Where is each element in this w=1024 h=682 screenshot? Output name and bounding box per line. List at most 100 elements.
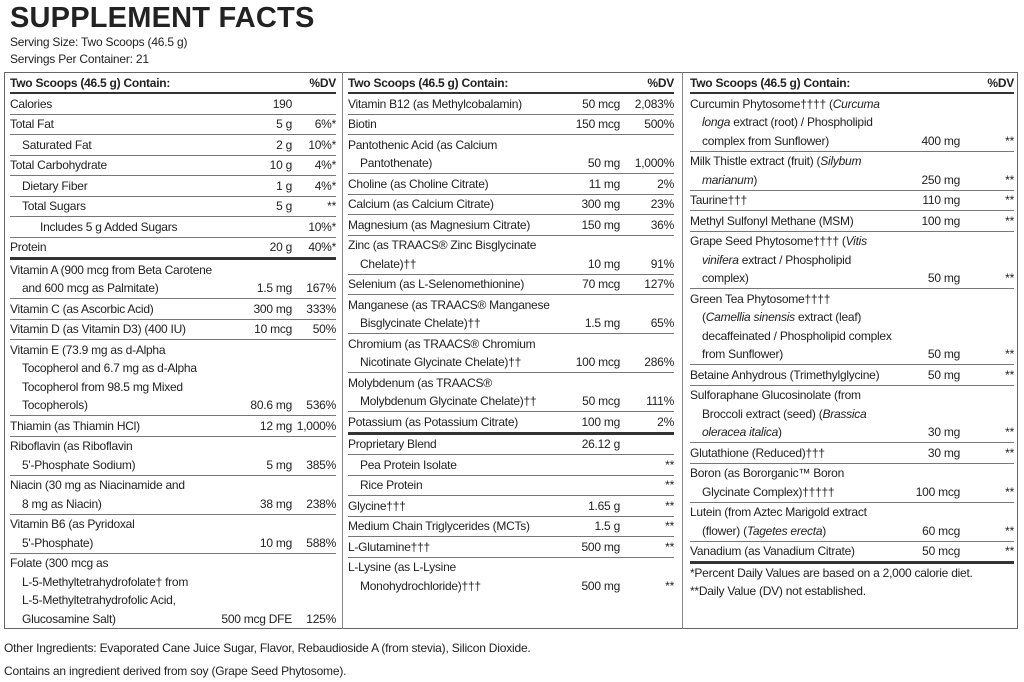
nutrient-row: L-Glutamine††† 500 mg ** <box>348 537 674 558</box>
daily-value: ** <box>1005 367 1014 382</box>
nutrient-name: Biotin <box>348 115 548 134</box>
name-line: Broccoli extract (seed) (Brassica <box>690 405 888 424</box>
scientific-name: marianum <box>702 172 754 187</box>
daily-value: ** <box>1005 484 1014 499</box>
nutrient-name: Total Carbohydrate <box>10 156 202 175</box>
daily-value: 36% <box>650 217 675 232</box>
scientific-name: longa <box>702 115 731 129</box>
daily-value: ** <box>1005 213 1014 228</box>
daily-value: 10%* <box>308 219 336 234</box>
name-line: Betaine Anhydrous (Trimethylglycine) <box>690 367 880 382</box>
daily-value: ** <box>1005 523 1014 538</box>
amount: 150 mcg <box>575 117 621 131</box>
nutrient-row: Vanadium (as Vanadium Citrate) 50 mcg ** <box>690 542 1014 564</box>
nutrient-name: Potassium (as Potassium Citrate) <box>348 413 548 432</box>
scientific-name: Vitis <box>845 234 867 248</box>
name-line: Chelate)†† <box>360 256 417 271</box>
name-line: Selenium (as L-Selenomethionine) <box>348 277 525 291</box>
facts-column: Two Scoops (46.5 g) Contain: %DV Curcumin … <box>690 74 1014 600</box>
name-line: L-Glutamine††† <box>348 539 430 554</box>
daily-value: 238% <box>306 496 336 511</box>
amount: 50 mg <box>587 156 620 170</box>
daily-value: ** <box>665 498 674 513</box>
nutrient-row: Sulforaphane Glucosinolate (from Broccoli… <box>690 386 1014 443</box>
header-dv: %DV <box>309 76 336 90</box>
nutrient-name: Medium Chain Triglycerides (MCTs) <box>348 517 548 536</box>
nutrient-name: Vitamin D (as Vitamin D3) (400 IU) <box>10 320 202 339</box>
nutrient-name: Molybdenum (as TRAACS® Molybdenum Glycina… <box>348 374 548 411</box>
nutrient-row: Vitamin D (as Vitamin D3) (400 IU) 10 mcg… <box>10 320 336 340</box>
amount: 1.65 g <box>588 498 620 513</box>
name-line: Saturated Fat <box>22 137 92 152</box>
nutrient-row: Betaine Anhydrous (Trimethylglycine) 50 m… <box>690 365 1014 386</box>
name-line: Green Tea Phytosome†††† <box>690 291 831 306</box>
name-text: Grape Seed Phytosome†††† ( <box>690 234 846 248</box>
name-line: Monohydrochloride)††† <box>360 578 481 593</box>
name-line: Boron (as Bororganic™ Boron <box>690 466 844 480</box>
nutrient-name: Thiamin (as Thiamin HCl) <box>10 417 202 436</box>
name-line: Taurine††† <box>690 193 747 207</box>
nutrient-name: Choline (as Choline Citrate) <box>348 175 548 194</box>
amount: 5 mg <box>266 457 292 472</box>
daily-value: ** <box>1005 193 1014 207</box>
column-header: Two Scoops (46.5 g) Contain: %DV <box>690 74 1014 94</box>
header-label: Two Scoops (46.5 g) Contain: <box>348 76 509 90</box>
nutrient-name: Riboflavin (as Riboflavin 5'-Phosphate So… <box>10 437 202 474</box>
nutrient-row: Vitamin E (73.9 mg as d-Alpha Tocopherol … <box>10 340 336 416</box>
name-line: Molybdenum (as TRAACS® <box>348 375 492 390</box>
nutrient-name: Calcium (as Calcium Citrate) <box>348 195 548 214</box>
daily-value: ** <box>665 519 674 533</box>
amount: 1.5 mg <box>256 281 292 295</box>
nutrient-row: Vitamin B6 (as Pyridoxal 5'-Phosphate) 10 … <box>10 515 336 554</box>
nutrient-name: Includes 5 g Added Sugars <box>10 218 202 237</box>
amount: 1.5 mg <box>584 316 620 330</box>
name-line: Tocopherols) <box>22 398 88 412</box>
nutrient-name: Dietary Fiber <box>10 177 202 196</box>
amount: 2 g <box>276 137 292 152</box>
amount: 30 mg <box>927 425 960 439</box>
daily-value: ** <box>327 199 336 213</box>
daily-value: 111% <box>646 394 674 408</box>
nutrient-name: Vitamin A (900 mcg from Beta Carotene and… <box>10 261 212 298</box>
name-line: Calories <box>10 96 53 111</box>
amount: 100 mg <box>581 414 620 429</box>
nutrient-name: L-Glutamine††† <box>348 538 548 557</box>
name-line: 5'-Phosphate) <box>22 535 94 550</box>
nutrient-row: Boron (as Bororganic™ Boron Glycinate Com… <box>690 464 1014 503</box>
nutrient-name: Vitamin C (as Ascorbic Acid) <box>10 300 202 319</box>
nutrient-row: Vitamin B12 (as Methylcobalamin) 50 mcg 2,… <box>348 94 674 115</box>
column-header: Two Scoops (46.5 g) Contain: %DV <box>10 74 336 94</box>
name-line: oleracea italica) <box>690 423 888 442</box>
nutrient-name: Curcumin Phytosome†††† (Curcuma longa ext… <box>690 95 888 151</box>
daily-value: ** <box>1005 425 1014 439</box>
nutrient-name: Manganese (as TRAACS® Manganese Bisglycin… <box>348 296 550 333</box>
amount: 50 mcg <box>582 96 620 111</box>
nutrient-row: Curcumin Phytosome†††† (Curcuma longa ext… <box>690 94 1014 152</box>
nutrient-row: Vitamin C (as Ascorbic Acid) 300 mg 333% <box>10 299 336 320</box>
name-line: Glycine††† <box>348 498 406 513</box>
amount: 500 mcg DFE <box>221 611 292 626</box>
daily-value: ** <box>1005 133 1014 148</box>
nutrient-row: Biotin 150 mcg 500% <box>348 115 674 135</box>
amount: 1 g <box>276 178 292 193</box>
nutrient-row: Thiamin (as Thiamin HCl) 12 mg 1,000% <box>10 416 336 437</box>
name-line: Glycinate Complex)††††† <box>702 484 835 499</box>
nutrient-name: Vanadium (as Vanadium Citrate) <box>690 542 888 561</box>
nutrient-name: Vitamin E (73.9 mg as d-Alpha Tocopherol … <box>10 341 202 415</box>
name-line: Vitamin B6 (as Pyridoxal <box>10 517 135 531</box>
amount: 5 g <box>276 117 292 131</box>
name-line: Vanadium (as Vanadium Citrate) <box>690 544 855 558</box>
name-text: ) <box>778 425 782 439</box>
name-line: Tocopherol from 98.5 mg Mixed <box>22 379 183 394</box>
nutrient-row: Total Carbohydrate 10 g 4%* <box>10 156 336 176</box>
name-line: decaffeinated / Phospholipid complex <box>702 328 892 343</box>
name-line: Total Sugars <box>22 199 86 213</box>
daily-value: 167% <box>306 281 336 295</box>
daily-value: 286% <box>644 355 674 369</box>
nutrient-row: Dietary Fiber 1 g 4%* <box>10 176 336 197</box>
header-dv: %DV <box>647 76 674 90</box>
amount: 500 mg <box>581 578 620 593</box>
name-line: Vitamin D (as Vitamin D3) (400 IU) <box>10 322 186 336</box>
name-line: Glutathione (Reduced)††† <box>690 445 825 460</box>
header-label: Two Scoops (46.5 g) Contain: <box>10 76 171 90</box>
